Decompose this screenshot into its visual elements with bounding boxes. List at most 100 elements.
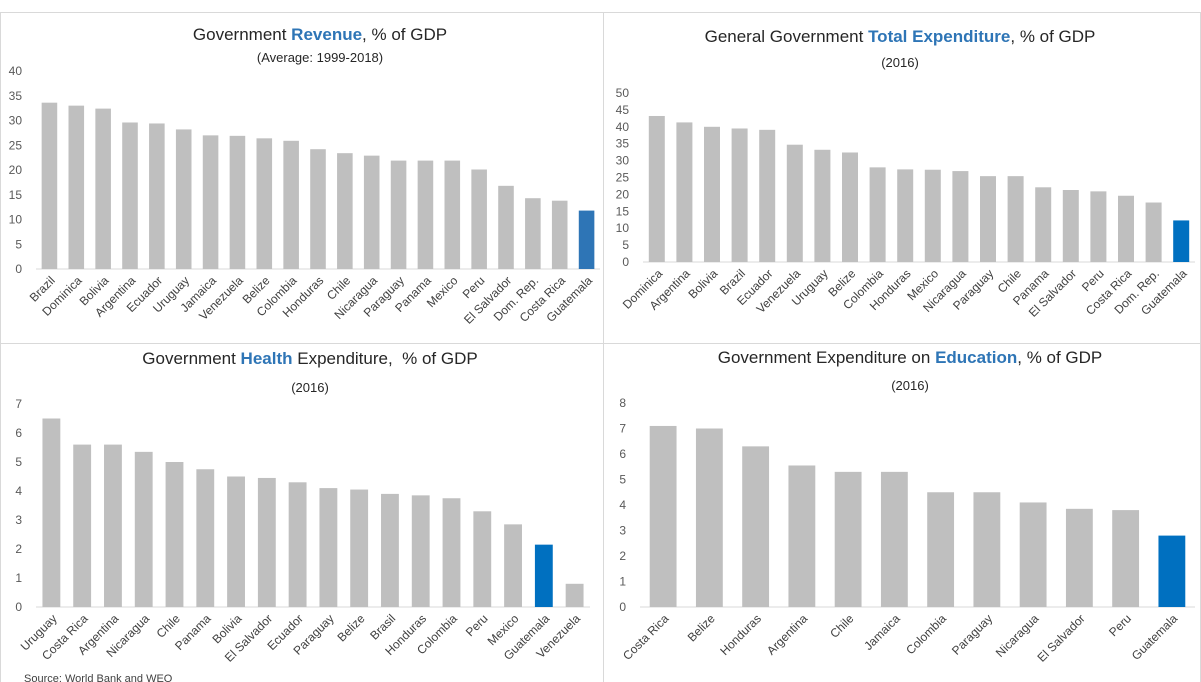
x-tick-label: Honduras [717, 611, 764, 658]
bar [442, 498, 461, 607]
y-tick-label: 35 [616, 137, 630, 151]
bar [122, 122, 138, 269]
bar [390, 160, 407, 269]
chart-title: General Government Total Expenditure, % … [705, 27, 1096, 46]
y-tick-label: 5 [15, 237, 22, 251]
bar [1007, 176, 1024, 262]
y-tick-label: 0 [15, 262, 22, 276]
bar [578, 210, 595, 269]
bar [869, 167, 886, 262]
y-tick-label: 25 [616, 171, 630, 185]
bar [525, 198, 541, 269]
chart-title: Government Expenditure on Education, % o… [718, 348, 1103, 367]
bar [1173, 220, 1190, 262]
chart-subtitle: (2016) [891, 378, 929, 393]
x-tick-label: Colombia [903, 611, 949, 657]
bar [814, 149, 831, 262]
y-tick-label: 40 [9, 64, 23, 78]
y-tick-label: 15 [9, 188, 23, 202]
y-tick-label: 0 [619, 600, 626, 614]
bar [202, 135, 219, 269]
title-part: Government [142, 349, 240, 368]
y-tick-label: 40 [616, 120, 630, 134]
bar [95, 108, 111, 270]
title-part: Health [241, 349, 293, 368]
x-tick-label: Costa Rica [620, 611, 672, 663]
x-tick-label: Chile [827, 611, 856, 640]
bar [444, 160, 461, 269]
bar [504, 524, 522, 607]
bar [924, 169, 941, 262]
x-tick-label: Guatemala [1129, 611, 1181, 663]
title-part: , % of GDP [362, 25, 447, 44]
y-tick-label: 5 [619, 473, 626, 487]
bar [175, 129, 192, 269]
bar [350, 489, 369, 607]
y-tick-label: 7 [15, 397, 22, 411]
bar [648, 115, 665, 262]
y-tick-label: 2 [15, 542, 22, 556]
bar [229, 135, 246, 269]
bar [841, 152, 859, 262]
y-tick-label: 1 [619, 575, 626, 589]
y-tick-label: 4 [619, 498, 626, 512]
x-tick-label: Peru [463, 611, 491, 639]
y-tick-label: 7 [619, 422, 626, 436]
bar [73, 444, 92, 607]
y-tick-label: 0 [622, 255, 629, 269]
bar [227, 476, 245, 607]
bar [788, 465, 816, 607]
bar [473, 511, 492, 607]
bar [1112, 510, 1140, 607]
bar [897, 169, 914, 262]
bar [880, 471, 908, 607]
chart-subtitle: (2016) [291, 380, 329, 395]
y-tick-label: 4 [15, 484, 22, 498]
bar [498, 185, 514, 269]
chart-subtitle: (Average: 1999-2018) [257, 50, 383, 65]
bar [256, 138, 273, 269]
y-tick-label: 15 [616, 204, 630, 218]
x-tick-label: Belize [335, 611, 368, 644]
bar [742, 446, 770, 607]
chart-title: Government Health Expenditure, % of GDP [142, 349, 477, 368]
bar [134, 451, 153, 607]
x-tick-label: Jamaica [861, 611, 903, 653]
x-tick-label: Mexico [424, 273, 461, 310]
bar [1158, 535, 1186, 607]
y-tick-label: 8 [619, 396, 626, 410]
bar [927, 492, 955, 607]
bar [703, 126, 721, 262]
bar [979, 176, 997, 262]
title-part: Revenue [291, 25, 362, 44]
y-tick-label: 5 [15, 455, 22, 469]
title-part: Expenditure, % of GDP [293, 349, 478, 368]
bar [257, 477, 276, 607]
bar [1062, 190, 1079, 262]
bar [731, 128, 748, 262]
x-tick-label: El Salvador [1034, 611, 1087, 664]
bar [363, 155, 380, 269]
bar [288, 482, 307, 607]
y-tick-label: 10 [616, 221, 630, 235]
bar [42, 418, 61, 607]
bar [649, 425, 677, 607]
chart-title: Government Revenue, % of GDP [193, 25, 447, 44]
y-tick-label: 20 [9, 163, 23, 177]
y-tick-label: 5 [622, 238, 629, 252]
bar [41, 102, 58, 270]
bar [104, 444, 122, 607]
bar [381, 493, 399, 607]
y-tick-label: 3 [15, 513, 22, 527]
y-tick-label: 1 [15, 571, 22, 585]
x-tick-label: Peru [1106, 611, 1134, 639]
title-part: , % of GDP [1017, 348, 1102, 367]
y-tick-label: 25 [9, 138, 23, 152]
bar [973, 492, 1001, 607]
bar [1019, 502, 1047, 607]
bar [319, 488, 338, 607]
y-tick-label: 45 [616, 103, 630, 117]
bar [759, 129, 776, 262]
bar [565, 583, 584, 607]
